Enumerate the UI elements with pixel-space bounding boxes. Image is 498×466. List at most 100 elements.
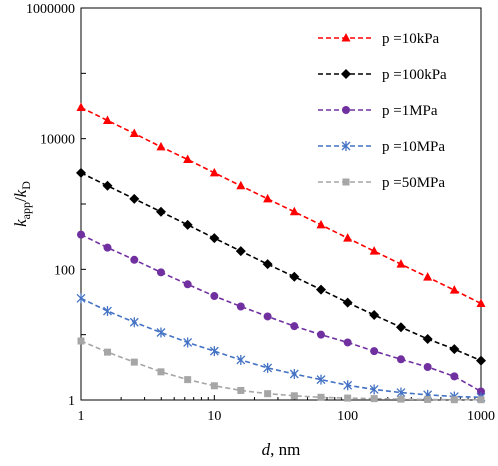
data-point: [76, 102, 86, 111]
legend-item: p =10kPa: [318, 31, 440, 47]
series-line: [80, 233, 482, 393]
data-point: [129, 128, 139, 137]
data-point: [263, 193, 273, 203]
data-point: [370, 395, 378, 403]
data-point: [369, 384, 379, 395]
legend-label: p =10MPa: [382, 139, 445, 155]
data-point: [395, 322, 406, 333]
data-point: [103, 348, 111, 356]
x-axis-ticks: 1 10 100 1000: [78, 395, 495, 424]
data-point: [343, 233, 353, 242]
data-point: [209, 167, 219, 177]
data-point: [422, 333, 433, 344]
series-line: [80, 340, 481, 401]
legend-item: p =1MPa: [318, 103, 438, 119]
data-point: [290, 392, 298, 400]
legend: p =10kPa p =100kPa p =1MPa p =10MPa p =50MPa: [312, 16, 476, 196]
data-point: [396, 355, 405, 364]
data-point: [237, 386, 245, 394]
data-point: [236, 302, 245, 311]
y-tick-label: 100: [54, 263, 75, 278]
data-point: [129, 317, 139, 328]
legend-marker: [341, 69, 351, 79]
series-4: [76, 293, 486, 403]
legend-marker: [342, 178, 350, 186]
series-line: [80, 106, 482, 305]
y-axis-numerator: k: [11, 219, 30, 227]
data-point: [449, 344, 460, 355]
data-point: [183, 280, 192, 289]
legend-item: p =50MPa: [318, 175, 445, 191]
legend-item: p =100kPa: [318, 67, 447, 83]
y-axis-denominator: k: [11, 189, 30, 197]
data-point: [129, 193, 140, 204]
y-axis-slash: /: [11, 197, 30, 202]
data-point: [449, 285, 459, 294]
data-point: [183, 337, 193, 348]
legend-marker: [341, 33, 351, 42]
y-axis-numerator-subscript: app: [19, 202, 33, 219]
data-point: [477, 396, 485, 404]
data-point: [317, 393, 325, 401]
data-point: [369, 246, 379, 255]
data-point: [156, 268, 165, 277]
data-point: [369, 309, 380, 320]
data-point: [450, 372, 459, 381]
x-tick-label: 1: [78, 409, 85, 424]
legend-marker: [342, 106, 350, 114]
data-point: [236, 180, 246, 190]
data-point: [157, 368, 165, 376]
data-point: [316, 219, 326, 229]
x-axis-variable: d: [262, 440, 271, 459]
legend-label: p =10kPa: [382, 31, 440, 47]
x-tick-label: 100: [337, 409, 358, 424]
data-point: [236, 354, 246, 365]
legend-label: p =50MPa: [382, 175, 445, 191]
x-axis-unit: , nm: [270, 440, 300, 459]
data-point: [316, 374, 326, 385]
data-point: [424, 395, 432, 403]
legend-background: [312, 16, 476, 196]
y-tick-label: 1000000: [26, 2, 75, 17]
data-point: [156, 141, 166, 151]
data-point: [210, 292, 219, 301]
data-point: [316, 284, 327, 295]
data-point: [370, 347, 379, 356]
y-axis-denominator-subscript: D: [19, 181, 33, 190]
data-point: [210, 382, 218, 390]
data-point: [102, 115, 112, 124]
series-line: [80, 297, 482, 399]
data-point: [476, 355, 486, 366]
x-tick-label: 1000: [467, 409, 495, 424]
data-point: [263, 312, 272, 321]
data-point: [289, 271, 300, 282]
data-point: [423, 362, 432, 371]
data-point: [209, 346, 219, 357]
data-point: [423, 272, 433, 281]
data-point: [477, 387, 485, 396]
series-3: [77, 230, 485, 396]
series-line: [80, 172, 482, 362]
series-1: [76, 102, 486, 307]
data-point: [209, 233, 220, 244]
series-2: [76, 167, 486, 366]
data-point: [344, 394, 352, 402]
data-point: [263, 362, 273, 373]
data-point: [264, 390, 272, 398]
data-point: [289, 206, 299, 216]
y-axis-ticks: 1 100 10000 1000000: [26, 2, 86, 409]
data-point: [397, 395, 405, 403]
legend-label: p =100kPa: [382, 67, 447, 83]
data-point: [450, 396, 458, 404]
legend-marker: [341, 141, 351, 151]
series-5: [77, 337, 485, 404]
data-point: [155, 206, 166, 217]
legend-label: p =1MPa: [382, 103, 438, 119]
data-point: [77, 230, 85, 239]
y-axis-title: kapp/kD: [11, 181, 33, 227]
data-point: [183, 154, 193, 163]
data-point: [77, 337, 85, 345]
data-point: [102, 180, 113, 191]
series-layer: [76, 102, 486, 404]
